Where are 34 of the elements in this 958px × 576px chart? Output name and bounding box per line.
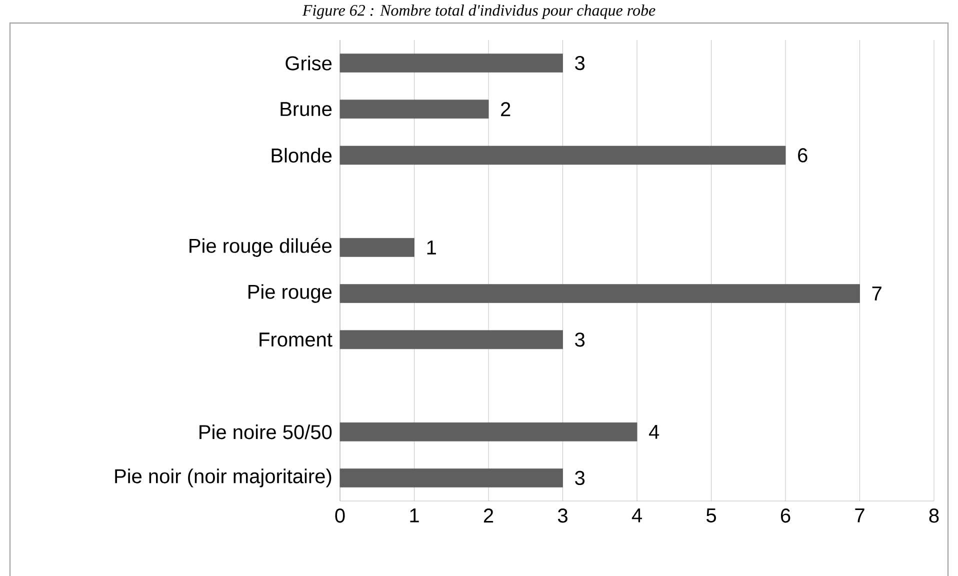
x-tick-label: 0 xyxy=(335,508,345,523)
x-tick-label: 7 xyxy=(855,508,864,522)
data-label: 7 xyxy=(872,286,882,300)
data-label: 1 xyxy=(427,240,436,254)
y-tick-label: Blonde xyxy=(272,148,332,163)
data-label: 6 xyxy=(798,148,808,162)
data-label: 2 xyxy=(501,102,510,116)
data-label: 3 xyxy=(575,56,585,70)
bar xyxy=(340,146,786,165)
data-label: 4 xyxy=(648,424,660,439)
data-label: 3 xyxy=(575,470,585,486)
x-tick-label: 3 xyxy=(558,508,568,523)
x-tick-label: 8 xyxy=(929,508,939,523)
data-label: 3 xyxy=(575,332,585,347)
chart-title: Figure 62 : Nombre total d'individus pour chaque robe xyxy=(302,4,656,20)
y-tick-label: Pie noir (noir majoritaire) xyxy=(115,468,332,488)
bar xyxy=(340,468,563,488)
bar xyxy=(340,330,563,350)
y-tick-label: Grise xyxy=(286,56,332,70)
x-tick-label: 4 xyxy=(632,508,642,522)
bar xyxy=(340,422,638,442)
y-tick-label: Pie rouge xyxy=(248,284,332,303)
y-tick-label: Froment xyxy=(260,332,332,347)
x-tick-label: 6 xyxy=(780,508,790,523)
bar xyxy=(340,100,489,119)
x-tick-label: 1 xyxy=(410,508,419,522)
bar xyxy=(340,284,860,303)
bar xyxy=(340,238,414,257)
bar xyxy=(340,54,563,72)
x-tick-label: 2 xyxy=(484,508,494,523)
x-tick-label: 5 xyxy=(706,508,716,522)
y-tick-label: Pie rouge diluée xyxy=(190,238,332,257)
y-tick-label: Pie noire 50/50 xyxy=(200,424,332,440)
y-tick-label: Brune xyxy=(280,102,332,116)
